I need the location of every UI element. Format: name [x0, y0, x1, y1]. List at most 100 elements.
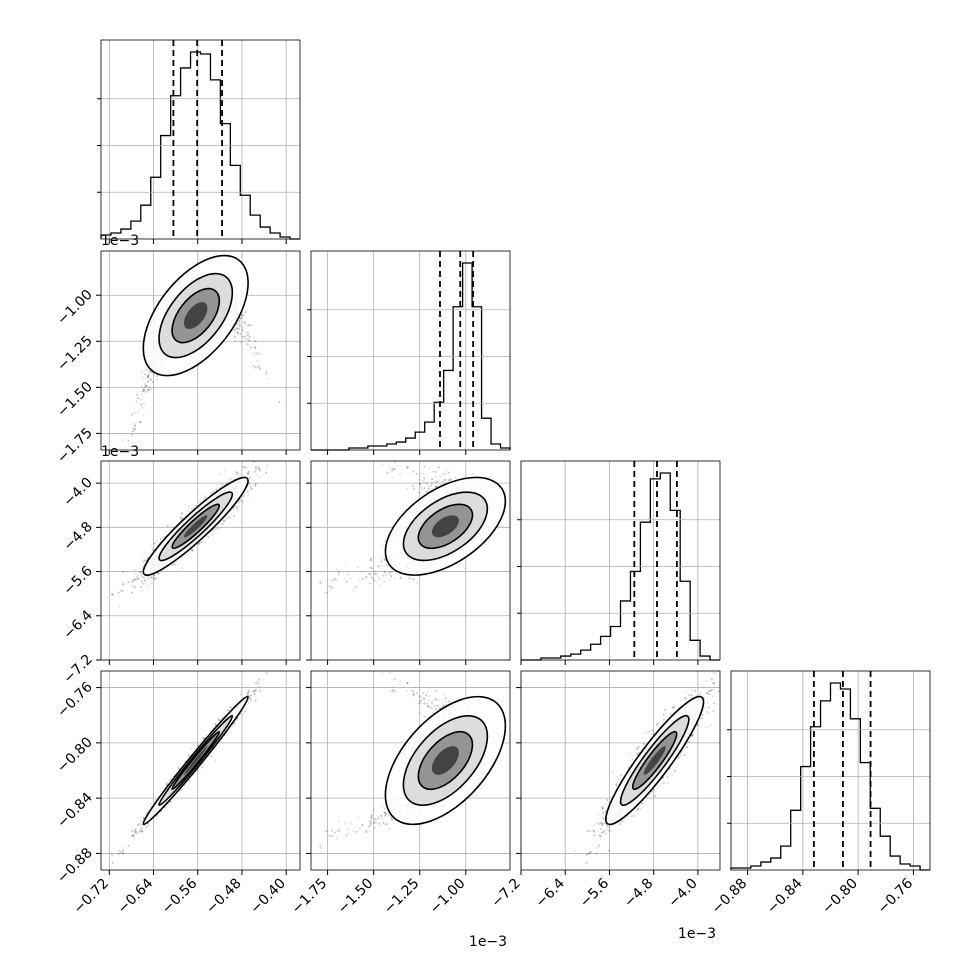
sample-point — [241, 500, 244, 503]
sample-point — [253, 365, 256, 368]
sample-point — [122, 467, 124, 469]
sample-point — [248, 482, 251, 485]
sample-point — [146, 576, 149, 579]
sample-point — [241, 329, 244, 332]
sample-point — [133, 422, 136, 425]
sample-point — [131, 433, 134, 436]
sample-point — [147, 374, 150, 377]
sample-point — [159, 537, 162, 540]
sample-point — [150, 378, 152, 381]
sample-point — [147, 380, 150, 383]
sample-point — [197, 542, 200, 545]
sample-point — [149, 370, 152, 373]
sample-point — [236, 508, 239, 511]
sample-point — [143, 373, 146, 376]
sample-point — [240, 341, 243, 343]
sample-point — [244, 466, 247, 469]
panel-frame — [310, 250, 511, 451]
sample-point — [138, 409, 141, 412]
sample-point — [385, 573, 388, 576]
sample-point — [253, 346, 256, 349]
sample-point — [135, 400, 138, 403]
sample-point — [141, 390, 144, 393]
sample-point — [242, 314, 245, 317]
sample-point — [254, 347, 257, 350]
sample-point — [258, 468, 260, 471]
sample-point — [151, 381, 154, 384]
sample-point — [134, 428, 137, 431]
sample-point — [248, 482, 251, 485]
sample-point — [135, 578, 138, 581]
sample-point — [244, 321, 247, 324]
sample-point — [236, 471, 239, 474]
sample-point — [133, 572, 136, 575]
sample-point — [150, 378, 152, 381]
sample-point — [111, 593, 114, 596]
sample-point — [258, 365, 260, 368]
sample-point — [179, 516, 182, 519]
sample-point — [356, 566, 359, 568]
sample-point — [249, 477, 251, 480]
sample-point — [254, 340, 257, 343]
histogram-steps — [311, 262, 511, 451]
sample-point — [181, 517, 184, 520]
sample-point — [200, 541, 203, 544]
scatter-points — [112, 254, 281, 518]
sample-point — [245, 331, 248, 333]
sample-point — [131, 580, 134, 583]
sample-point — [191, 548, 194, 551]
sample-point — [143, 373, 146, 376]
sample-point — [111, 593, 114, 596]
y-tick-label: −1.75 — [54, 425, 96, 467]
sample-point — [422, 473, 425, 475]
sample-point — [215, 528, 217, 530]
sample-point — [244, 311, 247, 313]
sample-point — [265, 471, 268, 474]
sample-point — [238, 328, 240, 330]
sample-point — [180, 518, 183, 521]
sample-point — [227, 516, 230, 519]
sample-point — [399, 473, 402, 476]
sample-point — [393, 577, 396, 580]
sample-point — [138, 571, 141, 574]
y-tick-label: −7.2 — [60, 652, 95, 687]
sample-point — [249, 485, 252, 488]
sample-point — [147, 376, 149, 379]
sample-point — [174, 563, 177, 566]
sample-point — [233, 514, 236, 517]
sample-point — [253, 470, 256, 473]
sample-point — [227, 516, 230, 519]
sample-point — [147, 373, 150, 376]
sample-point — [220, 483, 223, 486]
sample-point — [147, 578, 150, 581]
sample-point — [134, 425, 137, 428]
sample-point — [137, 578, 140, 580]
sample-point — [143, 579, 146, 582]
sample-point — [212, 490, 215, 493]
sample-point — [239, 317, 242, 320]
sample-point — [142, 576, 145, 579]
sample-point — [236, 326, 239, 329]
sample-point — [142, 576, 145, 579]
sample-point — [153, 578, 156, 581]
sample-point — [181, 512, 184, 515]
sample-point — [249, 324, 252, 327]
sample-point — [112, 516, 114, 518]
sample-point — [131, 580, 134, 583]
sample-point — [227, 481, 229, 484]
sample-point — [191, 549, 194, 552]
sample-point — [232, 507, 235, 510]
sample-point — [138, 420, 141, 423]
sample-point — [250, 346, 253, 349]
sample-point — [145, 368, 148, 371]
sample-point — [278, 459, 280, 461]
sample-point — [156, 374, 159, 377]
sample-point — [145, 385, 148, 388]
sample-point — [118, 466, 120, 468]
sample-point — [266, 464, 269, 467]
sample-point — [251, 487, 254, 490]
sample-point — [383, 570, 386, 573]
sample-point — [145, 384, 148, 387]
sample-point — [372, 556, 375, 559]
